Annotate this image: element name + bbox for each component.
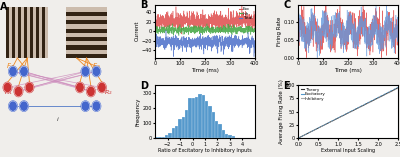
Circle shape xyxy=(3,82,12,92)
Circle shape xyxy=(14,86,23,97)
Y-axis label: Frequency: Frequency xyxy=(136,97,141,126)
Circle shape xyxy=(92,66,100,76)
X-axis label: External Input Scaling: External Input Scaling xyxy=(321,148,375,153)
Bar xyxy=(222,130,225,138)
Circle shape xyxy=(9,66,17,76)
Bar xyxy=(33,7,36,58)
Bar xyxy=(198,94,202,138)
Bar xyxy=(6,7,9,58)
Bar xyxy=(165,135,168,138)
Bar xyxy=(66,33,107,37)
Bar xyxy=(9,7,12,58)
Bar xyxy=(66,7,107,12)
Bar xyxy=(66,16,107,20)
Bar xyxy=(66,41,107,45)
Bar xyxy=(178,119,182,138)
Y-axis label: Firing Rate: Firing Rate xyxy=(278,16,282,46)
Bar xyxy=(21,7,24,58)
Bar xyxy=(212,112,215,138)
Text: D: D xyxy=(140,81,148,91)
Circle shape xyxy=(81,66,90,76)
Bar xyxy=(66,50,107,54)
Bar xyxy=(66,24,107,29)
Bar xyxy=(66,54,107,58)
Bar xyxy=(66,45,107,50)
Bar xyxy=(155,137,158,138)
Bar xyxy=(182,116,185,138)
Text: A: A xyxy=(0,2,7,12)
Bar xyxy=(195,97,198,138)
Bar xyxy=(188,98,192,138)
Bar xyxy=(6,7,48,58)
Bar xyxy=(208,106,212,138)
Bar xyxy=(172,128,175,138)
Circle shape xyxy=(9,101,17,111)
Bar xyxy=(15,7,18,58)
Circle shape xyxy=(25,82,34,92)
Text: $R_1$: $R_1$ xyxy=(4,88,13,97)
Bar xyxy=(192,98,195,138)
Bar xyxy=(175,126,178,138)
Circle shape xyxy=(76,82,84,92)
Bar xyxy=(42,7,45,58)
Y-axis label: Current: Current xyxy=(135,21,140,41)
Bar xyxy=(66,37,107,41)
Text: $i$: $i$ xyxy=(56,116,60,123)
Bar xyxy=(36,7,39,58)
X-axis label: Time (ms): Time (ms) xyxy=(191,68,219,73)
Bar xyxy=(185,110,188,138)
Bar xyxy=(30,7,33,58)
Bar xyxy=(168,133,172,138)
Bar xyxy=(66,29,107,33)
Text: E: E xyxy=(283,81,290,91)
Bar xyxy=(158,137,162,138)
X-axis label: Ratio of Excitatory to Inhibitory Inputs: Ratio of Excitatory to Inhibitory Inputs xyxy=(158,148,252,153)
Bar xyxy=(66,20,107,24)
Text: C: C xyxy=(283,0,290,11)
Circle shape xyxy=(20,101,28,111)
Bar xyxy=(202,95,205,138)
Bar xyxy=(45,7,48,58)
Bar xyxy=(12,7,15,58)
Bar xyxy=(215,121,218,138)
Circle shape xyxy=(81,101,90,111)
Legend: Theory, Excitatory, Inhibitory: Theory, Excitatory, Inhibitory xyxy=(300,87,326,101)
Bar xyxy=(18,7,21,58)
Bar xyxy=(66,7,107,58)
Y-axis label: Average Firing Rate (%): Average Firing Rate (%) xyxy=(279,79,284,144)
Text: $F_1$: $F_1$ xyxy=(6,62,15,72)
Circle shape xyxy=(87,86,95,97)
Text: $R_2$: $R_2$ xyxy=(104,88,113,97)
Bar xyxy=(27,7,30,58)
Legend: Exc, Inh, Total: Exc, Inh, Total xyxy=(238,7,253,21)
X-axis label: Time (ms): Time (ms) xyxy=(334,68,362,73)
Bar xyxy=(39,7,42,58)
Circle shape xyxy=(92,101,100,111)
Bar xyxy=(232,136,235,138)
Bar xyxy=(205,101,208,138)
Bar xyxy=(24,7,27,58)
Bar xyxy=(66,12,107,16)
Bar xyxy=(218,124,222,138)
Bar xyxy=(162,137,165,138)
Text: B: B xyxy=(140,0,148,11)
Circle shape xyxy=(20,66,28,76)
Text: $F_2$: $F_2$ xyxy=(92,62,100,72)
Circle shape xyxy=(98,82,106,92)
Bar xyxy=(228,135,232,138)
Bar xyxy=(225,134,228,138)
